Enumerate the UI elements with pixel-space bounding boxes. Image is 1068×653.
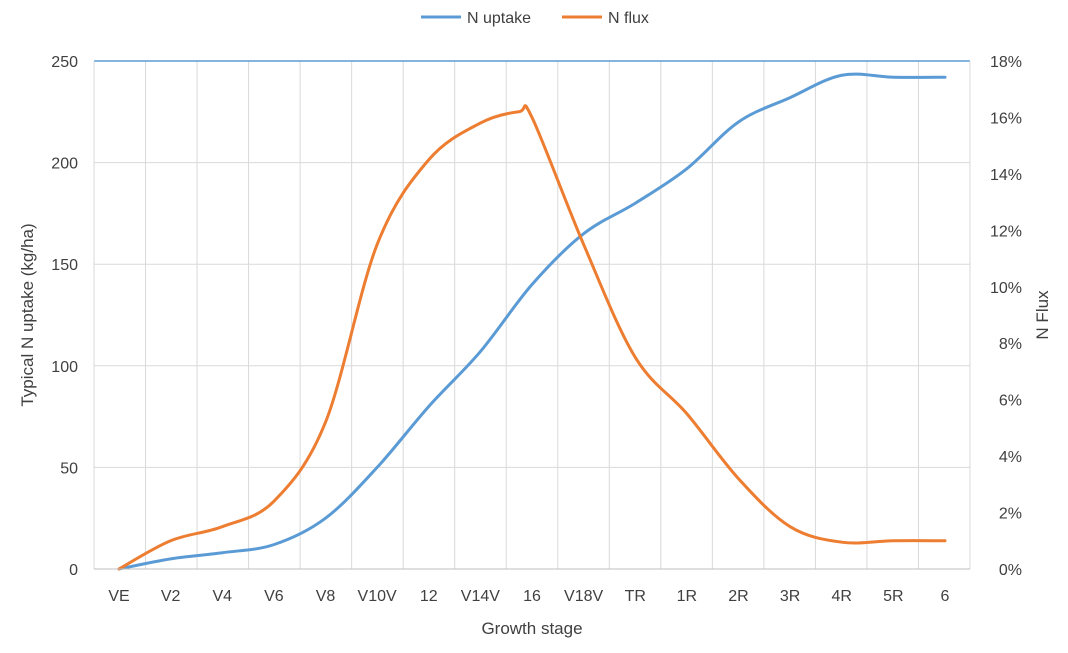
y2-tick-label: 12% bbox=[990, 223, 1022, 240]
y-tick-label: 100 bbox=[51, 359, 78, 376]
x-tick-label: V14V bbox=[461, 588, 500, 605]
series-line-n-uptake bbox=[117, 72, 947, 571]
x-tick-label: V4 bbox=[212, 588, 232, 605]
x-tick-label: 4R bbox=[832, 588, 852, 605]
y2-tick-label: 18% bbox=[990, 54, 1022, 71]
y-tick-label: 0 bbox=[69, 562, 78, 579]
series-line-n-flux bbox=[117, 104, 947, 571]
x-tick-label: V6 bbox=[264, 588, 284, 605]
x-tick-label: TR bbox=[625, 588, 646, 605]
y2-tick-label: 16% bbox=[990, 110, 1022, 127]
plot-area bbox=[94, 61, 970, 569]
x-tick-label: V10V bbox=[358, 588, 397, 605]
x-tick-label: 2R bbox=[728, 588, 748, 605]
x-tick-label: 5R bbox=[883, 588, 903, 605]
x-tick-label: 3R bbox=[780, 588, 800, 605]
x-tick-label: 1R bbox=[677, 588, 697, 605]
x-tick-label: VE bbox=[108, 588, 129, 605]
y2-tick-label: 14% bbox=[990, 167, 1022, 184]
y2-axis-title: N Flux bbox=[1033, 290, 1052, 340]
y2-tick-label: 10% bbox=[990, 280, 1022, 297]
grid bbox=[93, 60, 971, 569]
x-tick-label: V2 bbox=[161, 588, 181, 605]
x-tick-label: 6 bbox=[941, 588, 950, 605]
series-layer bbox=[117, 72, 947, 571]
legend-label-n-flux: N flux bbox=[608, 10, 649, 27]
y-tick-label: 50 bbox=[60, 460, 78, 477]
x-tick-label: V18V bbox=[564, 588, 603, 605]
y2-tick-label: 8% bbox=[999, 336, 1022, 353]
axes: 0 50 100 150 200 250 0% 2% 4% 6% 8% 10% 12% 14% 16% 18%… bbox=[51, 54, 1022, 605]
y-axis-title: Typical N uptake (kg/ha) bbox=[18, 223, 37, 406]
legend: N uptake N flux bbox=[421, 10, 649, 27]
x-tick-label: V8 bbox=[316, 588, 336, 605]
y2-tick-label: 2% bbox=[999, 506, 1022, 523]
y-tick-label: 150 bbox=[51, 257, 78, 274]
y-tick-label: 200 bbox=[51, 156, 78, 173]
y2-tick-label: 6% bbox=[999, 393, 1022, 410]
legend-label-n-uptake: N uptake bbox=[467, 10, 531, 27]
x-tick-label: 12 bbox=[420, 588, 438, 605]
y2-tick-label: 0% bbox=[999, 562, 1022, 579]
x-axis-title: Growth stage bbox=[481, 619, 582, 638]
x-tick-label: 16 bbox=[523, 588, 541, 605]
y2-tick-label: 4% bbox=[999, 449, 1022, 466]
y-tick-label: 250 bbox=[51, 54, 78, 71]
